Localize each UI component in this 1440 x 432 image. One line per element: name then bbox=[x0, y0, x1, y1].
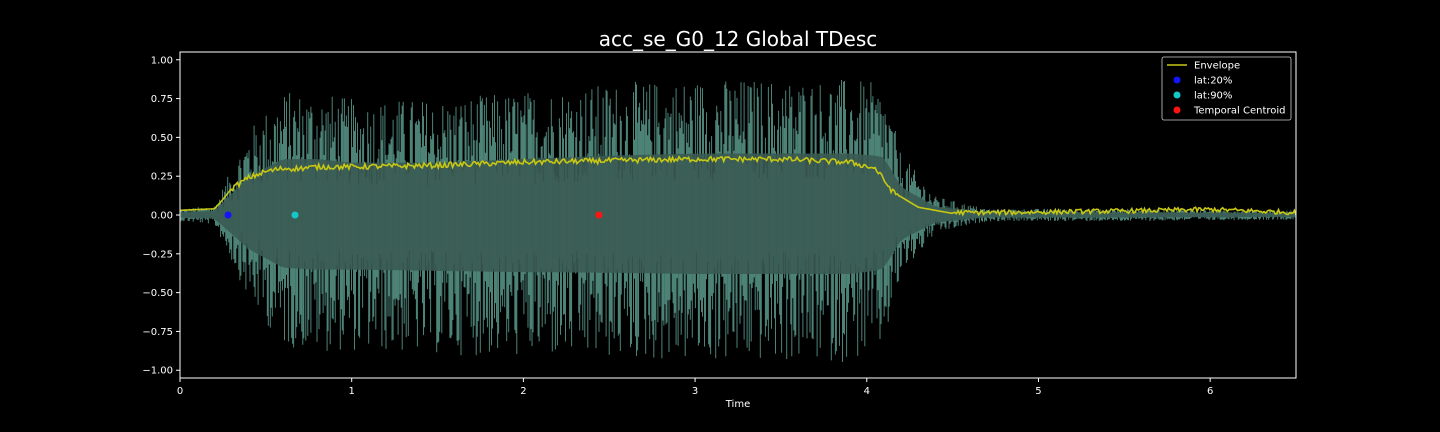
plot-content bbox=[180, 80, 1296, 362]
temporal-centroid-point bbox=[595, 211, 603, 219]
legend-box bbox=[1161, 56, 1292, 121]
y-tick-label: −1.00 bbox=[142, 366, 173, 377]
waveform-core bbox=[180, 153, 1296, 274]
y-tick-label: −0.75 bbox=[142, 327, 173, 338]
y-tick-label: 0.75 bbox=[151, 94, 173, 105]
y-tick-label: −0.25 bbox=[142, 249, 173, 260]
y-tick-label: 0.25 bbox=[151, 172, 173, 183]
x-tick-label: 2 bbox=[520, 386, 526, 397]
y-tick-label: −0.50 bbox=[142, 288, 173, 299]
x-tick-label: 0 bbox=[177, 386, 183, 397]
legend-lat20-label: lat:20% bbox=[1194, 76, 1232, 87]
lat20-point bbox=[224, 211, 232, 219]
legend-lat90-label: lat:90% bbox=[1194, 91, 1232, 102]
legend-temporal-centroid-label: Temporal Centroid bbox=[1193, 106, 1286, 117]
lat90-point bbox=[291, 211, 299, 219]
legend-lat20-swatch bbox=[1173, 76, 1181, 84]
x-tick-label: 5 bbox=[1035, 386, 1041, 397]
legend-temporal-centroid-swatch bbox=[1173, 106, 1181, 114]
y-tick-label: 0.00 bbox=[151, 211, 173, 222]
x-tick-label: 1 bbox=[349, 386, 355, 397]
envelope-line bbox=[180, 155, 1296, 217]
x-axis-title: Time bbox=[725, 399, 750, 410]
x-tick-label: 4 bbox=[864, 386, 870, 397]
x-tick-label: 6 bbox=[1207, 386, 1213, 397]
legend-envelope-label: Envelope bbox=[1194, 61, 1240, 72]
y-tick-label: 0.50 bbox=[151, 133, 173, 144]
legend-lat90-swatch bbox=[1173, 91, 1181, 99]
y-tick-label: 1.00 bbox=[151, 55, 173, 66]
x-tick-label: 3 bbox=[692, 386, 698, 397]
plot-area bbox=[179, 51, 1297, 379]
chart-title: acc_se_G0_12 Global TDesc bbox=[599, 27, 878, 51]
y-axis: 1.00 0.75 0.50 0.25 0.00 −0.25 −0.50 −0.75 −1.00 bbox=[142, 55, 180, 377]
x-axis: 0 1 2 3 4 5 6 bbox=[177, 378, 1213, 397]
legend: Envelope lat:20% lat:90% Temporal Centroid bbox=[1161, 56, 1292, 121]
